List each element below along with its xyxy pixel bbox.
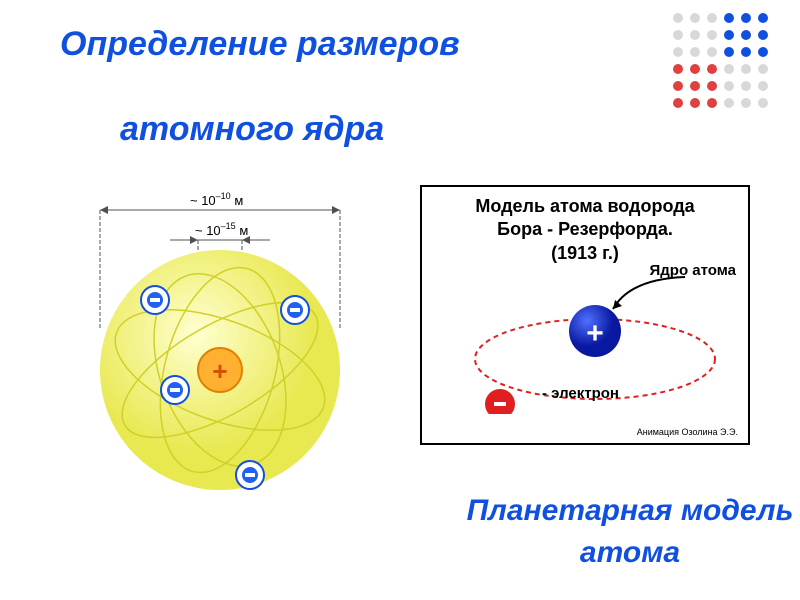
arrowhead (100, 206, 108, 214)
decoration-dot (741, 13, 751, 23)
decoration-dot (741, 98, 751, 108)
decoration-dot (707, 30, 717, 40)
decoration-dot (690, 81, 700, 91)
dim-outer-value: ~ 10–10 м (190, 191, 243, 208)
decoration-dot (673, 81, 683, 91)
decoration-dot (758, 98, 768, 108)
decoration-dot (707, 13, 717, 23)
minus-sign (170, 388, 180, 392)
decoration-dot (741, 30, 751, 40)
decoration-dot (707, 64, 717, 74)
nucleus-label: Ядро атома (650, 262, 737, 279)
nucleus-pointer-arrow (613, 277, 685, 309)
decoration-dot (724, 13, 734, 23)
decoration-dot (758, 81, 768, 91)
decoration-dot (724, 98, 734, 108)
dim-inner-value: ~ 10–15 м (195, 221, 248, 238)
decoration-dot (690, 30, 700, 40)
decoration-dot (724, 64, 734, 74)
decoration-dot (724, 30, 734, 40)
decoration-dot (707, 47, 717, 57)
decoration-dot (690, 98, 700, 108)
nucleus-plus-sign: + (212, 356, 227, 386)
decoration-dot (673, 13, 683, 23)
decoration-dot (758, 13, 768, 23)
animation-credit: Анимация Озолина Э.Э. (637, 427, 738, 437)
decoration-dot (707, 98, 717, 108)
planetary-model-label: Планетарная модель атома (460, 490, 800, 574)
decoration-dot (673, 98, 683, 108)
decoration-dot (724, 47, 734, 57)
right-panel-title: Модель атома водорода Бора - Резерфорда.… (430, 195, 740, 265)
minus-sign (150, 298, 160, 302)
minus-sign (494, 402, 506, 406)
decoration-dot (690, 64, 700, 74)
electron-legend-label: - электрон (542, 385, 619, 402)
bohr-rutherford-model-panel: Модель атома водорода Бора - Резерфорда.… (420, 185, 750, 445)
decoration-dot (690, 13, 700, 23)
decoration-dot (707, 81, 717, 91)
decoration-dot (673, 64, 683, 74)
minus-sign (245, 473, 255, 477)
decoration-dot (741, 81, 751, 91)
plus-sign: + (586, 317, 604, 350)
minus-sign (290, 308, 300, 312)
atom-size-diagram: ~ 10–10 м ~ 10–15 м + (70, 180, 370, 500)
decoration-dot (673, 47, 683, 57)
decoration-dot (724, 81, 734, 91)
decoration-dot (741, 64, 751, 74)
decoration-dot (758, 64, 768, 74)
electron-legend-icon (485, 389, 515, 414)
decoration-dot (741, 47, 751, 57)
right-title-line: Модель атома водорода (430, 195, 740, 218)
decoration-dot (690, 47, 700, 57)
dot-grid-decoration (670, 10, 780, 120)
right-title-line: Бора - Резерфорда. (430, 218, 740, 241)
arrowhead (332, 206, 340, 214)
decoration-dot (673, 30, 683, 40)
decoration-dot (758, 47, 768, 57)
page-subtitle: атомного ядра (120, 110, 384, 149)
decoration-dot (758, 30, 768, 40)
page-title: Определение размеров (60, 25, 460, 64)
